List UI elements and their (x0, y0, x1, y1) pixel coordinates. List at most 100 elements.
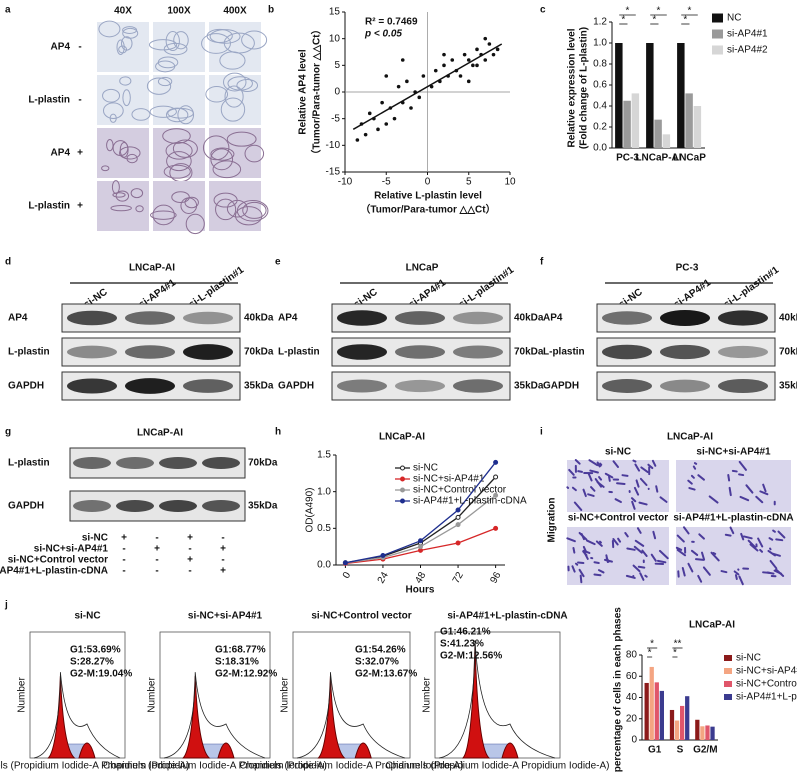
y-tick-label: -10 (326, 140, 341, 151)
tissue (184, 196, 199, 209)
bar (669, 709, 675, 740)
band (660, 310, 710, 326)
tissue (131, 108, 151, 121)
cell (656, 559, 667, 564)
row-label: L-plastin (543, 347, 585, 358)
marker (380, 552, 386, 558)
stat-label: G2-M:12.92% (215, 669, 277, 680)
cell (616, 482, 626, 485)
annotation: p < 0.05 (364, 29, 402, 40)
row-label: L-plastin (8, 458, 50, 469)
point (405, 79, 409, 84)
x-tick-label: PC-3 (616, 153, 639, 164)
cell (596, 481, 605, 488)
point (487, 42, 492, 46)
tissue (210, 147, 235, 161)
size-label: 35kDa (244, 381, 274, 392)
y-tick-label: 0 (334, 87, 340, 98)
tissue (219, 51, 246, 70)
cell (729, 526, 735, 535)
bar (710, 726, 715, 740)
point (396, 84, 401, 89)
row-label: AP4 (51, 148, 71, 159)
tissue (236, 78, 259, 92)
histogram-fit (296, 672, 406, 759)
cell (589, 469, 599, 474)
condition-label: si-NC (82, 533, 108, 544)
cell (587, 493, 595, 497)
stat-label: G2-M:13.67% (355, 669, 417, 680)
band (602, 379, 652, 393)
tissue (223, 72, 247, 92)
tissue (146, 77, 172, 95)
y-tick-label: 20 (626, 713, 638, 724)
cell (687, 562, 694, 573)
image-label: si-NC+Control vector (568, 513, 668, 524)
band (116, 500, 154, 512)
band (125, 345, 175, 359)
cell (636, 527, 642, 534)
tissue (210, 148, 234, 171)
y-tick-label: 0 (631, 735, 637, 746)
cell (739, 495, 750, 502)
blot-title: PC-3 (676, 263, 699, 274)
legend-label: si-NC (413, 463, 438, 474)
cell (612, 460, 620, 468)
tissue (224, 85, 244, 108)
condition-label: si-NC+si-AP4#1 (34, 544, 109, 555)
row-label: L-plastin (8, 347, 50, 358)
cell (738, 460, 747, 471)
band (202, 457, 240, 469)
y-axis-label: （Tumor/Para-tumor △△Ct） (310, 24, 323, 159)
point (384, 74, 389, 78)
tissue (102, 88, 121, 103)
tissue (106, 139, 114, 152)
bar (659, 690, 664, 740)
y-tick-label: 15 (329, 7, 341, 18)
point (421, 74, 426, 78)
cell (638, 501, 648, 506)
x-tick-label: G1 (648, 745, 662, 756)
row-label: AP4 (278, 313, 298, 324)
cell (647, 463, 654, 470)
point (466, 58, 471, 62)
cell (580, 533, 586, 541)
cell (595, 540, 603, 547)
cell (759, 490, 769, 496)
point (462, 52, 467, 57)
cell (676, 548, 687, 557)
y-axis-label: Relative expression level (567, 28, 578, 147)
marker (455, 540, 461, 546)
panel-label: a (5, 5, 11, 16)
band (67, 310, 117, 326)
tissue (111, 180, 120, 195)
significance: * (648, 648, 652, 659)
size-label: 70kDa (248, 458, 278, 469)
x-tick-label: 0 (341, 570, 354, 581)
point (363, 132, 368, 137)
cell (766, 571, 775, 575)
cell (639, 477, 648, 486)
legend-label: NC (727, 13, 741, 24)
x-tick-label: S (677, 745, 684, 756)
bar (654, 682, 659, 740)
cell (690, 549, 699, 556)
condition-sign: - (221, 555, 224, 566)
condition-sign: + (154, 544, 160, 555)
point (475, 47, 479, 52)
y-tick-label: 80 (626, 650, 638, 661)
y-tick-label: 5 (334, 60, 340, 71)
histogram-title: si-AP4#1+L-plastin-cDNA (447, 611, 567, 622)
point (495, 47, 500, 52)
tissue (122, 89, 131, 107)
marker (455, 507, 461, 513)
x-axis-label: Channels (Propidium Iodide-A Propidium I… (239, 761, 463, 772)
cell (658, 549, 669, 560)
row-label: AP4 (8, 313, 28, 324)
tissue (165, 141, 193, 160)
bar (649, 666, 654, 740)
cell (625, 574, 636, 579)
panel-label: f (540, 257, 544, 268)
cell (633, 545, 643, 554)
legend-swatch (724, 655, 732, 661)
